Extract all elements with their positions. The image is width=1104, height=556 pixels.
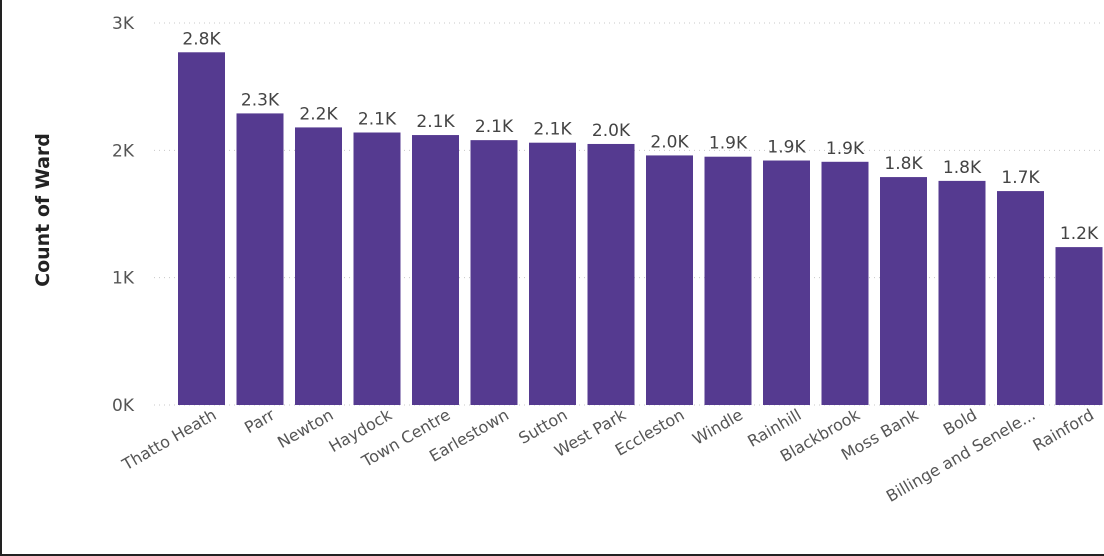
data-label: 2.3K (241, 90, 280, 110)
bar[interactable] (997, 191, 1044, 405)
bar[interactable] (412, 135, 459, 405)
data-label: 1.8K (943, 158, 982, 178)
data-labels: 2.8K 2.3K 2.2K 2.1K 2.1K 2.1K 2.1K 2.0K 2.0K 1.9K… (182, 29, 1099, 244)
x-tick-label: Parr (241, 405, 278, 437)
bar[interactable] (646, 155, 693, 405)
bar[interactable] (587, 143, 635, 405)
bar[interactable] (1055, 247, 1103, 405)
data-label: 2.1K (533, 120, 572, 140)
data-label: 1.2K (1060, 224, 1099, 244)
x-tick-label: Newton (274, 405, 336, 452)
y-tick-label: 0K (112, 396, 135, 416)
data-label: 2.1K (475, 117, 514, 137)
data-label: 2.1K (358, 110, 397, 130)
bar[interactable] (295, 127, 342, 405)
y-tick-label: 2K (112, 141, 135, 161)
data-label: 2.0K (650, 132, 689, 152)
y-axis-title: Count of Ward (32, 133, 54, 287)
y-tick-label: 1K (112, 269, 135, 289)
data-label: 1.9K (826, 139, 865, 159)
x-tick-label: Windle (689, 405, 746, 449)
bar[interactable] (821, 161, 869, 405)
y-axis-ticks: 0K 1K 2K 3K (112, 14, 135, 416)
x-tick-label: Rainford (1029, 405, 1097, 455)
y-tick-label: 3K (112, 14, 135, 34)
data-label: 2.2K (299, 104, 338, 124)
bar[interactable] (470, 140, 518, 405)
bar[interactable] (880, 177, 927, 405)
bar[interactable] (178, 52, 225, 405)
bar[interactable] (763, 160, 810, 405)
bar[interactable] (938, 180, 986, 405)
data-label: 1.9K (767, 138, 806, 158)
x-tick-label: Bold (940, 405, 980, 439)
data-label: 1.9K (709, 134, 748, 154)
bar[interactable] (236, 113, 284, 405)
data-label: 1.7K (1001, 168, 1040, 188)
bar[interactable] (353, 132, 401, 406)
data-label: 2.1K (416, 112, 455, 132)
bar[interactable] (529, 142, 576, 405)
bars (178, 52, 1103, 406)
data-label: 2.8K (182, 29, 221, 49)
data-label: 1.8K (884, 154, 923, 174)
data-label: 2.0K (592, 121, 631, 141)
bar[interactable] (704, 156, 752, 405)
